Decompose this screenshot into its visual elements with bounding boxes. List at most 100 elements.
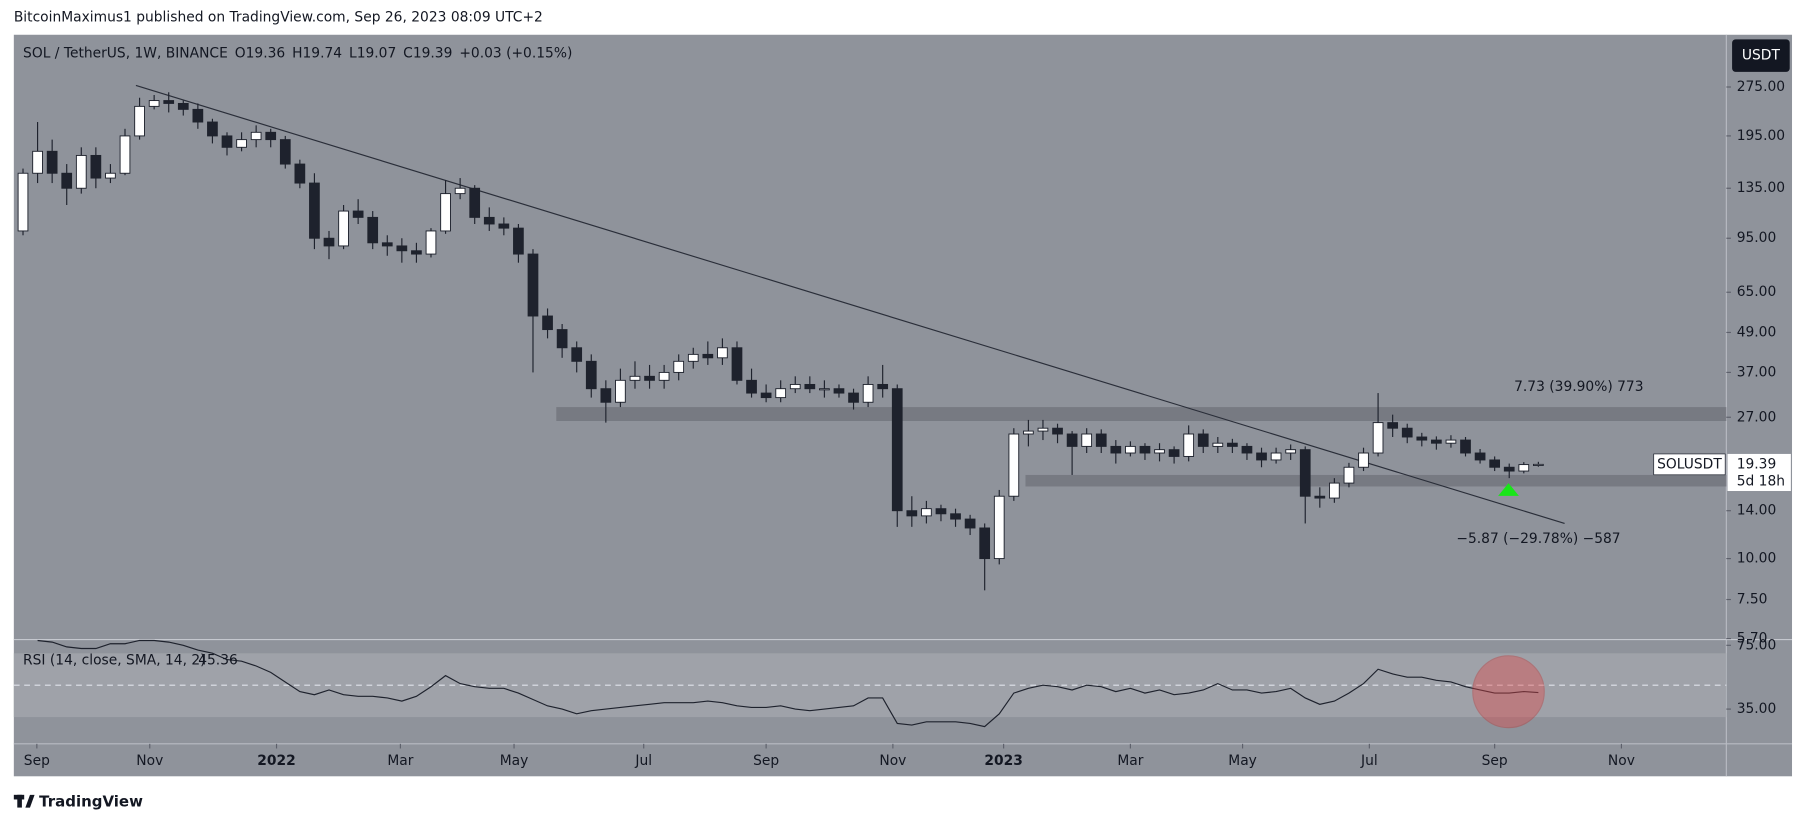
trendline [135, 84, 1565, 525]
candle-body [1329, 482, 1340, 499]
price-tag-countdown: 5d 18h [1737, 474, 1785, 490]
candle-body [411, 250, 422, 255]
candle-body [1285, 449, 1297, 454]
x-tick-label: Sep [753, 753, 779, 769]
candle-body [1168, 449, 1180, 457]
candle-body [979, 527, 991, 560]
x-tick-label: Nov [136, 753, 163, 769]
candle-body [862, 383, 874, 403]
candle-body [921, 508, 932, 517]
publisher-line: BitcoinMaximus1 published on TradingView… [14, 9, 543, 25]
candle-body [148, 100, 160, 107]
candle-body [527, 253, 539, 317]
candle-body [804, 383, 816, 390]
measure-annotation: 7.73 (39.90%) 773 [1514, 379, 1643, 395]
candle-body [775, 388, 787, 399]
candle-body [1518, 464, 1530, 472]
price-zone [1025, 474, 1727, 487]
candle-body [1066, 433, 1078, 447]
candle-body [17, 172, 29, 232]
y-tick-label: 14.00 [1737, 503, 1777, 519]
price-tag-value: 19.39 [1737, 456, 1777, 472]
candle-body [338, 210, 349, 247]
x-tick-label: Jul [634, 753, 652, 769]
candle-body [891, 388, 903, 512]
candle-body [323, 237, 335, 247]
x-tick-label: 2023 [984, 753, 1022, 769]
candle-body [1197, 433, 1209, 447]
candle-body [658, 371, 670, 381]
candle-body [1052, 427, 1063, 435]
candle-body [819, 388, 830, 391]
legend-line: SOL / TetherUS, 1W, BINANCE O19.36 H19.74 L… [23, 45, 572, 61]
candle-body [425, 230, 437, 255]
candle-body [221, 135, 233, 148]
candle-body [1314, 495, 1326, 499]
y-tick-label: 95.00 [1737, 230, 1777, 246]
y-tick-label: 65.00 [1737, 284, 1777, 300]
candle-body [1489, 459, 1501, 468]
candle-body [746, 379, 757, 394]
x-tick-label: May [500, 753, 529, 769]
footer-brand: TradingView [39, 792, 143, 810]
candle-body [236, 139, 247, 148]
candle-body [848, 392, 859, 403]
candle-body [90, 154, 102, 179]
candle-body [367, 216, 379, 244]
candle-body [265, 131, 277, 141]
x-tick-label: May [1228, 753, 1257, 769]
candle-body [833, 388, 845, 394]
candle-body [1387, 422, 1399, 429]
symbol-tag [1653, 453, 1726, 476]
ohlc-change: +0.03 (+0.15%) [459, 45, 572, 61]
candle-body [1125, 445, 1136, 454]
highlight-circle [1472, 655, 1545, 729]
candle-body [644, 375, 655, 381]
candle-body [1270, 452, 1282, 461]
symbol-tag-label: SOLUSDT [1657, 456, 1722, 472]
candle-body [134, 105, 145, 137]
currency-button[interactable] [1732, 39, 1790, 72]
rsi-tick-label: 35.00 [1737, 701, 1777, 717]
candle-body [1241, 445, 1253, 454]
rsi-label: RSI (14, close, SMA, 14, 2) [23, 652, 206, 668]
candle-body [207, 121, 218, 137]
candle-body [877, 383, 889, 390]
candle-body [585, 360, 597, 390]
buy-marker [1498, 483, 1519, 496]
y-tick-label: 10.00 [1737, 551, 1777, 567]
candle-body [1533, 463, 1544, 466]
candle-body [1343, 466, 1355, 484]
candle-body [1416, 436, 1428, 441]
x-tick-label: Jul [1360, 753, 1378, 769]
candle-body [75, 154, 87, 189]
candle-body [163, 100, 175, 104]
ohlc-low: L19.07 [349, 45, 396, 61]
candle-body [760, 392, 772, 399]
candle-body [250, 131, 262, 141]
candle-body [1503, 466, 1515, 472]
candle-body [381, 242, 393, 247]
candle-body [556, 329, 568, 349]
candle-body [61, 172, 73, 189]
candle-body [1183, 433, 1195, 457]
candle-body [46, 150, 58, 174]
candle-body [1372, 422, 1384, 454]
chart-background [13, 34, 1793, 777]
candle-body [513, 227, 524, 255]
candle-body [542, 315, 553, 331]
symbol-title: SOL / TetherUS, 1W, BINANCE [23, 45, 228, 61]
candle-body [498, 223, 510, 229]
candle-body [717, 347, 728, 359]
candle-body [1445, 439, 1457, 444]
candle-body [1139, 445, 1151, 454]
y-tick-label: 49.00 [1737, 324, 1777, 340]
y-tick-label: 5.70 [1737, 631, 1768, 647]
measure-annotation: −5.87 (−29.78%) −587 [1456, 531, 1620, 547]
candle-body [1008, 433, 1020, 497]
candle-body [964, 518, 976, 529]
candle-body [396, 245, 408, 252]
candle-body [1095, 433, 1107, 447]
